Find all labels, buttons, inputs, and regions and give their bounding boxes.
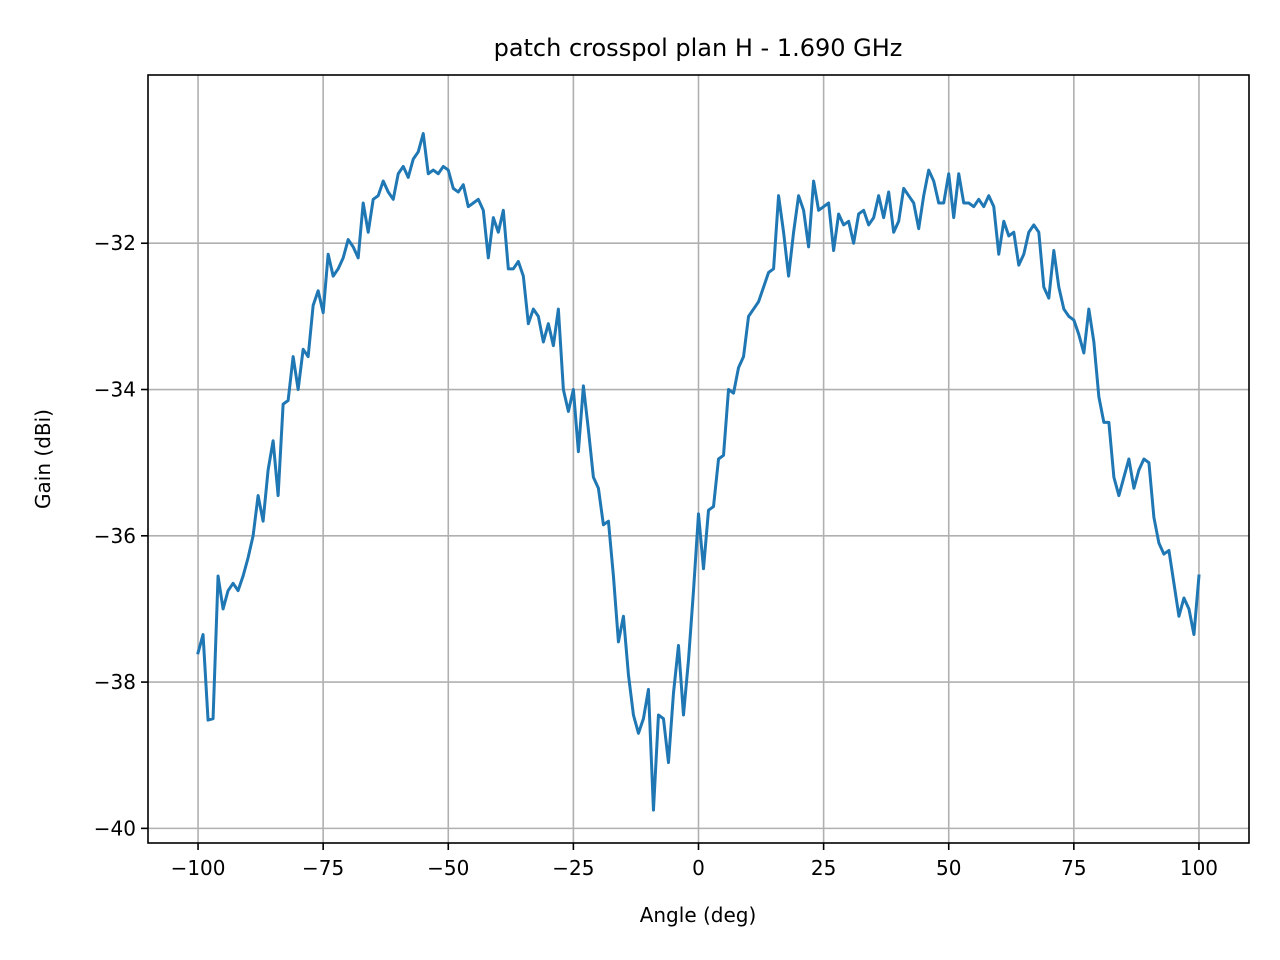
grid-lines — [148, 75, 1249, 843]
x-tick-label: 75 — [1061, 856, 1086, 880]
y-axis-ticks: −32 −34 −36 −38 −40 — [94, 231, 148, 840]
y-tick-label: −38 — [94, 670, 136, 694]
x-tick-label: 0 — [692, 856, 705, 880]
x-tick-label: −50 — [427, 856, 469, 880]
x-tick-label: −100 — [171, 856, 226, 880]
x-tick-label: 100 — [1180, 856, 1218, 880]
data-series — [196, 132, 1201, 812]
y-axis-label: Gain (dBi) — [31, 409, 55, 509]
y-tick-label: −36 — [94, 524, 136, 548]
series-line — [196, 132, 1201, 812]
y-tick-label: −32 — [94, 231, 136, 255]
x-tick-label: −75 — [302, 856, 344, 880]
x-axis-label: Angle (deg) — [640, 903, 757, 927]
y-tick-label: −34 — [94, 378, 136, 402]
x-tick-label: −25 — [552, 856, 594, 880]
x-tick-label: 50 — [936, 856, 961, 880]
y-tick-label: −40 — [94, 816, 136, 840]
x-axis-ticks: −100 −75 −50 −25 0 25 50 75 100 — [171, 843, 1218, 880]
x-tick-label: 25 — [811, 856, 836, 880]
chart-title: patch crosspol plan H - 1.690 GHz — [494, 34, 903, 62]
